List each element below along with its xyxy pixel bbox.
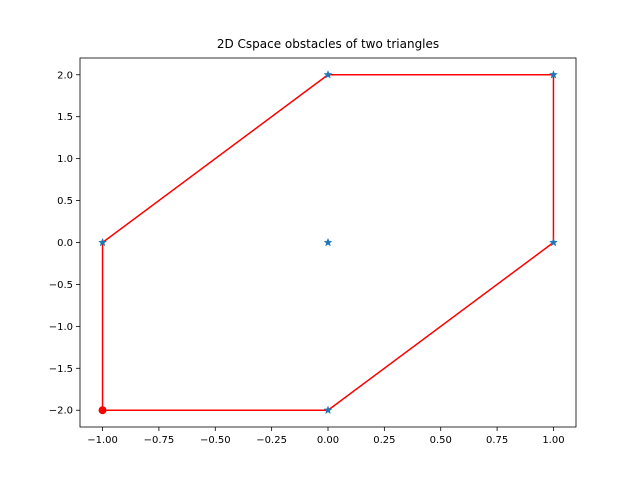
- plot-area: [98, 70, 558, 415]
- x-tick-label: −0.25: [256, 435, 287, 446]
- y-tick-label: 0.5: [57, 196, 73, 207]
- y-tick-label: −2.0: [49, 406, 73, 417]
- y-tick-label: −0.5: [49, 280, 73, 291]
- vertex-star-point: [548, 237, 558, 247]
- vertex-star-point: [548, 70, 558, 79]
- x-tick-label: 0.50: [430, 435, 452, 446]
- x-tick-label: 0.75: [486, 435, 508, 446]
- vertex-star-point: [98, 237, 108, 247]
- x-tick-label: −0.50: [200, 435, 231, 446]
- vertex-star-point: [323, 237, 333, 247]
- x-tick-label: −0.75: [144, 435, 175, 446]
- x-tick-label: 1.00: [542, 435, 564, 446]
- chart-title: 2D Cspace obstacles of two triangles: [217, 37, 439, 51]
- vertex-star-point: [323, 405, 333, 415]
- x-tick-label: 0.00: [317, 435, 339, 446]
- x-tick-label: −1.00: [87, 435, 118, 446]
- y-tick-label: −1.5: [49, 364, 73, 375]
- y-tick-label: 1.5: [57, 112, 73, 123]
- x-tick-label: 0.25: [373, 435, 395, 446]
- y-tick-label: 2.0: [57, 70, 73, 81]
- y-tick-label: −1.0: [49, 322, 73, 333]
- start-circle-point: [98, 406, 107, 415]
- vertex-star-point: [323, 70, 333, 79]
- axes: −1.00 −0.75 −0.50 −0.25 0.00 0.25 0.50 0.75 1.00…: [49, 57, 577, 446]
- y-tick-label: 1.0: [57, 154, 73, 165]
- y-tick-label: 0.0: [57, 238, 73, 249]
